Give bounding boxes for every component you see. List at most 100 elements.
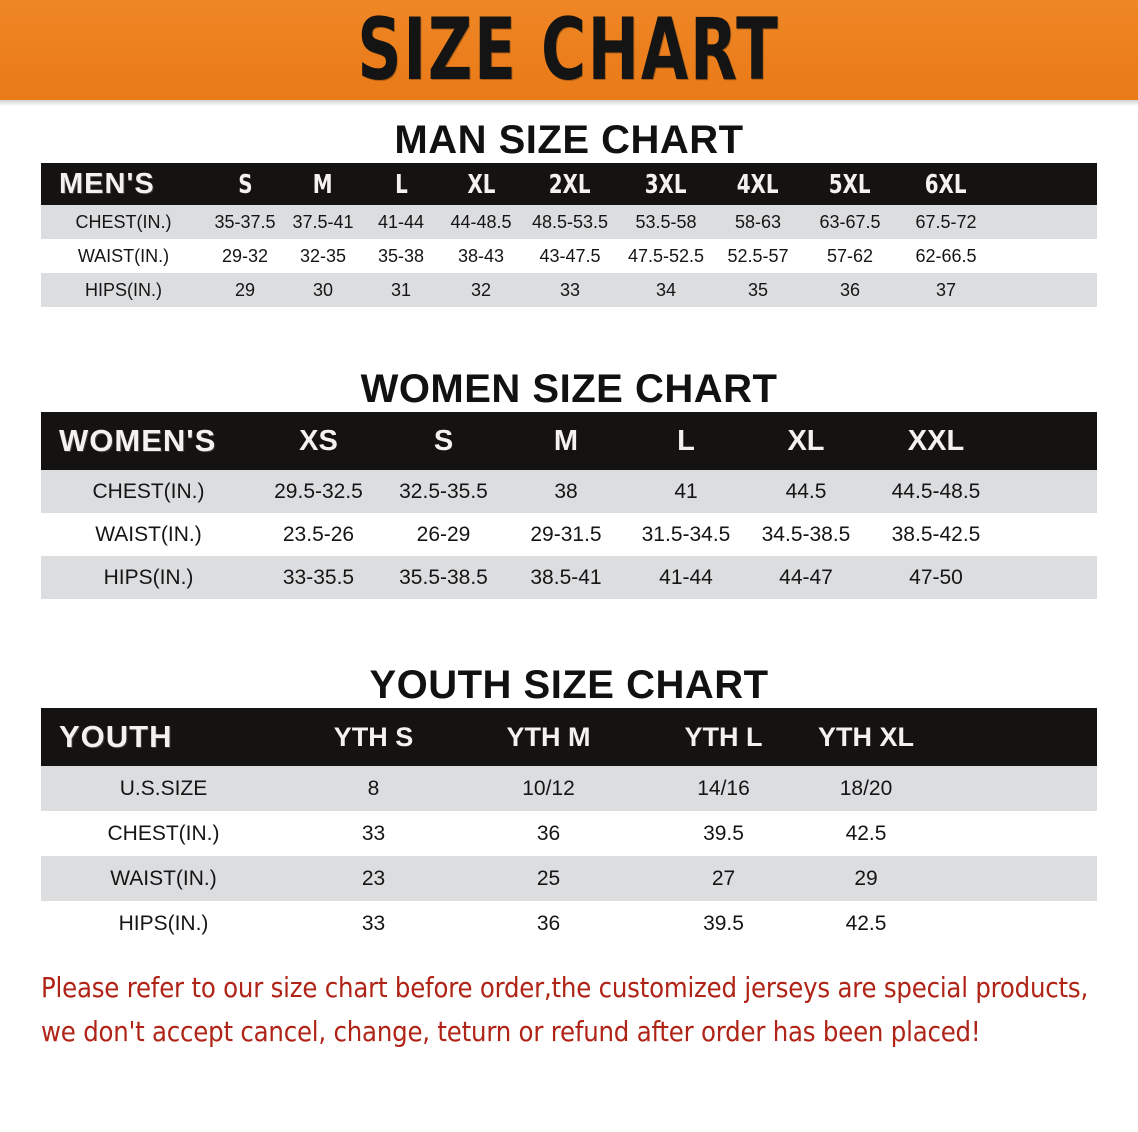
man-cell-value: 35 (714, 273, 802, 307)
table-row: CHEST(IN.) 35-37.5 37.5-41 41-44 44-48.5 48.5… (41, 205, 1097, 239)
youth-cell-value: 39.5 (636, 901, 811, 946)
women-cell-value: 41-44 (626, 556, 746, 599)
man-cell-value: 43-47.5 (522, 239, 618, 273)
women-cell-value: 44.5 (746, 470, 866, 513)
women-cell-value: 29.5-32.5 (256, 470, 381, 513)
youth-cell-value: 36 (461, 811, 636, 856)
youth-cell-value: 23 (286, 856, 461, 901)
man-cell-value: 67.5-72 (898, 205, 994, 239)
page-banner: SIZE CHART (0, 0, 1138, 106)
women-cell-value: 26-29 (381, 513, 506, 556)
youth-section-title: YOUTH SIZE CHART (369, 663, 769, 707)
man-column-header: M (284, 163, 362, 205)
women-cell-value: 35.5-38.5 (381, 556, 506, 599)
women-cell-value: 33-35.5 (256, 556, 381, 599)
youth-cell-value: 10/12 (461, 766, 636, 811)
man-cell-value: 29-32 (206, 239, 284, 273)
man-cell-value: 36 (802, 273, 898, 307)
man-column-header: L (362, 163, 440, 205)
women-row-label: CHEST(IN.) (41, 470, 256, 513)
man-cell-value: 31 (362, 273, 440, 307)
women-cell-value: 23.5-26 (256, 513, 381, 556)
man-column-header: XL (440, 163, 522, 205)
man-cell-value: 32 (440, 273, 522, 307)
table-row: WAIST(IN.) 29-32 32-35 35-38 38-43 43-47.5 47.… (41, 239, 1097, 273)
women-row-label: HIPS(IN.) (41, 556, 256, 599)
table-row: WAIST(IN.) 23.5-26 26-29 29-31.5 31.5-34.5 34… (41, 513, 1097, 556)
women-cell-value: 38.5-41 (506, 556, 626, 599)
table-row: U.S.SIZE 8 10/12 14/16 18/20 (41, 766, 1097, 811)
youth-cell-value: 33 (286, 901, 461, 946)
man-cell-filler (994, 273, 1097, 307)
youth-table-header-row: YOUTH YTH S YTH M YTH L YTH XL (41, 708, 1097, 766)
youth-row-label: HIPS(IN.) (41, 901, 286, 946)
man-cell-filler (994, 205, 1097, 239)
man-size-table: MEN'S S M L XL 2XL 3XL 4XL 5XL 6XL CHEST(IN.) 35-37… (41, 163, 1097, 307)
man-cell-value: 41-44 (362, 205, 440, 239)
women-section-title: WOMEN SIZE CHART (360, 367, 778, 411)
women-cell-value: 31.5-34.5 (626, 513, 746, 556)
man-row-label: CHEST(IN.) (41, 205, 206, 239)
youth-cell-value: 42.5 (811, 901, 921, 946)
women-header-filler (1006, 412, 1097, 470)
women-cell-value: 34.5-38.5 (746, 513, 866, 556)
youth-cell-filler (921, 811, 1097, 856)
youth-cell-value: 39.5 (636, 811, 811, 856)
table-row: CHEST(IN.) 33 36 39.5 42.5 (41, 811, 1097, 856)
table-row: WAIST(IN.) 23 25 27 29 (41, 856, 1097, 901)
man-table-wrap: MEN'S S M L XL 2XL 3XL 4XL 5XL 6XL CHEST(IN.) 35-37… (41, 163, 1097, 307)
youth-cell-value: 29 (811, 856, 921, 901)
youth-cell-value: 18/20 (811, 766, 921, 811)
table-row: HIPS(IN.) 29 30 31 32 33 34 35 36 37 (41, 273, 1097, 307)
women-cell-value: 38.5-42.5 (866, 513, 1006, 556)
women-column-header: L (626, 412, 746, 470)
man-cell-value: 63-67.5 (802, 205, 898, 239)
man-cell-value: 48.5-53.5 (522, 205, 618, 239)
youth-column-header: YTH M (461, 708, 636, 766)
women-corner-label: WOMEN'S (41, 412, 256, 470)
man-cell-value: 57-62 (802, 239, 898, 273)
youth-cell-value: 8 (286, 766, 461, 811)
women-column-header: M (506, 412, 626, 470)
women-cell-filler (1006, 556, 1097, 599)
women-cell-value: 38 (506, 470, 626, 513)
youth-cell-filler (921, 901, 1097, 946)
youth-cell-value: 25 (461, 856, 636, 901)
man-cell-value: 47.5-52.5 (618, 239, 714, 273)
women-cell-value: 47-50 (866, 556, 1006, 599)
women-column-header: S (381, 412, 506, 470)
table-row: HIPS(IN.) 33 36 39.5 42.5 (41, 901, 1097, 946)
youth-cell-filler (921, 856, 1097, 901)
youth-table-wrap: YOUTH YTH S YTH M YTH L YTH XL U.S.SIZE 8 10/12… (41, 708, 1097, 946)
youth-cell-value: 42.5 (811, 811, 921, 856)
man-cell-value: 33 (522, 273, 618, 307)
footer-note: Please refer to our size chart before or… (41, 966, 1088, 1054)
women-cell-filler (1006, 513, 1097, 556)
women-cell-value: 29-31.5 (506, 513, 626, 556)
man-header-filler (994, 163, 1097, 205)
women-cell-value: 32.5-35.5 (381, 470, 506, 513)
man-cell-filler (994, 239, 1097, 273)
man-cell-value: 35-38 (362, 239, 440, 273)
man-column-header: 2XL (522, 163, 618, 205)
table-row: CHEST(IN.) 29.5-32.5 32.5-35.5 38 41 44.5 44.5… (41, 470, 1097, 513)
youth-column-header: YTH XL (811, 708, 921, 766)
man-cell-value: 58-63 (714, 205, 802, 239)
women-row-label: WAIST(IN.) (41, 513, 256, 556)
women-cell-value: 44.5-48.5 (866, 470, 1006, 513)
page-title: SIZE CHART (357, 0, 781, 100)
man-cell-value: 38-43 (440, 239, 522, 273)
women-size-table: WOMEN'S XS S M L XL XXL CHEST(IN.) 29.5-32.5 32.5… (41, 412, 1097, 599)
man-cell-value: 32-35 (284, 239, 362, 273)
youth-size-table: YOUTH YTH S YTH M YTH L YTH XL U.S.SIZE 8 10/12… (41, 708, 1097, 946)
women-column-header: XS (256, 412, 381, 470)
youth-cell-value: 27 (636, 856, 811, 901)
man-women-gap (0, 307, 1138, 341)
women-cell-value: 44-47 (746, 556, 866, 599)
man-column-header: S (206, 163, 284, 205)
women-table-header-row: WOMEN'S XS S M L XL XXL (41, 412, 1097, 470)
women-column-header: XL (746, 412, 866, 470)
man-cell-value: 52.5-57 (714, 239, 802, 273)
man-row-label: HIPS(IN.) (41, 273, 206, 307)
youth-row-label: WAIST(IN.) (41, 856, 286, 901)
